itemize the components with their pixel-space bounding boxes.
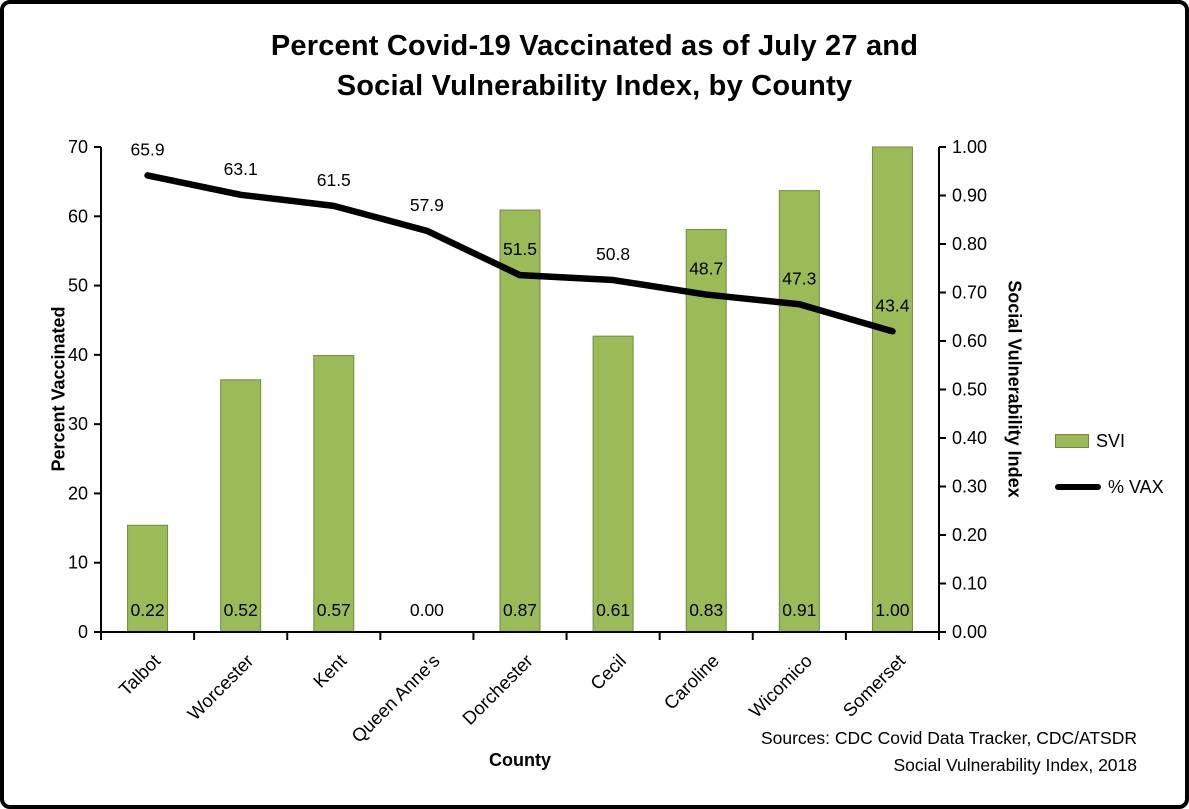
left-axis-tick-label: 70 <box>68 137 88 157</box>
legend-item-vax: % VAX <box>1055 474 1164 500</box>
svi-bar-value-label: 0.22 <box>131 600 165 620</box>
chart-title-line2: Social Vulnerability Index, by County <box>336 70 853 102</box>
vax-point-label: 50.8 <box>596 244 630 264</box>
vax-legend-label: % VAX <box>1108 476 1164 497</box>
svi-legend-swatch-icon <box>1055 434 1089 448</box>
legend: SVI % VAX <box>1055 428 1164 520</box>
chart-title-line1: Percent Covid-19 Vaccinated as of July 2… <box>270 30 919 62</box>
svi-bar <box>499 209 541 633</box>
x-axis-category-label: Caroline <box>659 650 723 714</box>
vax-line <box>144 172 896 335</box>
svi-bar-value-label: 1.00 <box>875 600 909 620</box>
vax-point-label: 63.1 <box>224 159 258 179</box>
right-axis-tick-label: 0.40 <box>952 428 987 448</box>
svi-bar <box>778 190 820 633</box>
svi-bar <box>127 524 169 633</box>
x-axis-category-label: Queen Anne's <box>347 650 444 747</box>
x-axis-title: County <box>489 750 551 770</box>
svi-bar-value-label: 0.91 <box>782 600 816 620</box>
chart-plot-area: 0.22 0.52 0.57 0.00 0.87 0.61 0.83 0.91 1.00 0 10 2… <box>68 137 987 747</box>
source-note-line1: Sources: CDC Covid Data Tracker, CDC/ATS… <box>760 728 1137 748</box>
right-axis-tick-label: 0.80 <box>952 234 987 254</box>
svi-legend-label: SVI <box>1096 430 1126 451</box>
vax-point-label: 47.3 <box>782 268 816 288</box>
left-axis-title: Percent Vaccinated <box>48 306 69 472</box>
svi-bar-value-label: 0.83 <box>689 600 723 620</box>
right-axis-tick-label: 0.70 <box>952 283 987 303</box>
left-axis-tick-label: 50 <box>68 276 88 296</box>
vax-point-label: 61.5 <box>317 170 351 190</box>
vax-point-label: 51.5 <box>503 239 537 259</box>
svi-bar-value-label: 0.61 <box>596 600 630 620</box>
right-axis-tick-label: 0.20 <box>952 525 987 545</box>
svi-bar <box>592 335 634 633</box>
left-axis-tick-label: 0 <box>78 622 88 642</box>
svi-bar-value-label: 0.57 <box>317 600 351 620</box>
x-axis-category-label: Talbot <box>115 650 165 700</box>
left-axis-tick-label: 20 <box>68 483 88 503</box>
right-axis-tick-label: 1.00 <box>952 137 987 157</box>
svi-bar-value-label: 0.00 <box>410 600 444 620</box>
right-axis-title: Social Vulnerability Index <box>1004 280 1025 498</box>
left-axis-tick-label: 40 <box>68 345 88 365</box>
right-axis-tick-label: 0.00 <box>952 622 987 642</box>
right-axis-tick-label: 0.30 <box>952 477 987 497</box>
source-note-line2: Social Vulnerability Index, 2018 <box>893 755 1137 775</box>
x-axis-category-label: Cecil <box>586 650 630 694</box>
svi-bar <box>871 146 913 633</box>
right-axis-tick-label: 0.50 <box>952 380 987 400</box>
right-axis-tick-label: 0.60 <box>952 331 987 351</box>
left-axis-tick-label: 30 <box>68 414 88 434</box>
svi-bar-value-label: 0.52 <box>224 600 258 620</box>
x-axis-category-label: Kent <box>309 650 351 692</box>
x-axis-category-label: Worcester <box>183 650 257 724</box>
right-axis-tick-label: 0.10 <box>952 574 987 594</box>
source-note: Sources: CDC Covid Data Tracker, CDC/ATS… <box>761 725 1137 779</box>
chart-title: Percent Covid-19 Vaccinated as of July 2… <box>4 26 1185 106</box>
legend-item-svi: SVI <box>1055 428 1164 454</box>
svi-bar-value-label: 0.87 <box>503 600 537 620</box>
vax-point-label: 48.7 <box>689 259 723 279</box>
right-axis-tick-label: 0.90 <box>952 186 987 206</box>
svi-bar <box>220 379 262 633</box>
left-axis-tick-label: 10 <box>68 553 88 573</box>
x-axis-category-label: Wicomico <box>745 650 817 722</box>
left-axis-tick-label: 60 <box>68 206 88 226</box>
vax-point-label: 43.4 <box>875 295 909 315</box>
x-axis-category-label: Dorchester <box>458 650 537 729</box>
vax-legend-swatch-icon <box>1055 484 1101 490</box>
svi-bar <box>313 355 355 633</box>
vax-point-label: 65.9 <box>131 139 165 159</box>
vax-point-label: 57.9 <box>410 195 444 215</box>
x-axis-category-label: Somerset <box>838 650 909 721</box>
